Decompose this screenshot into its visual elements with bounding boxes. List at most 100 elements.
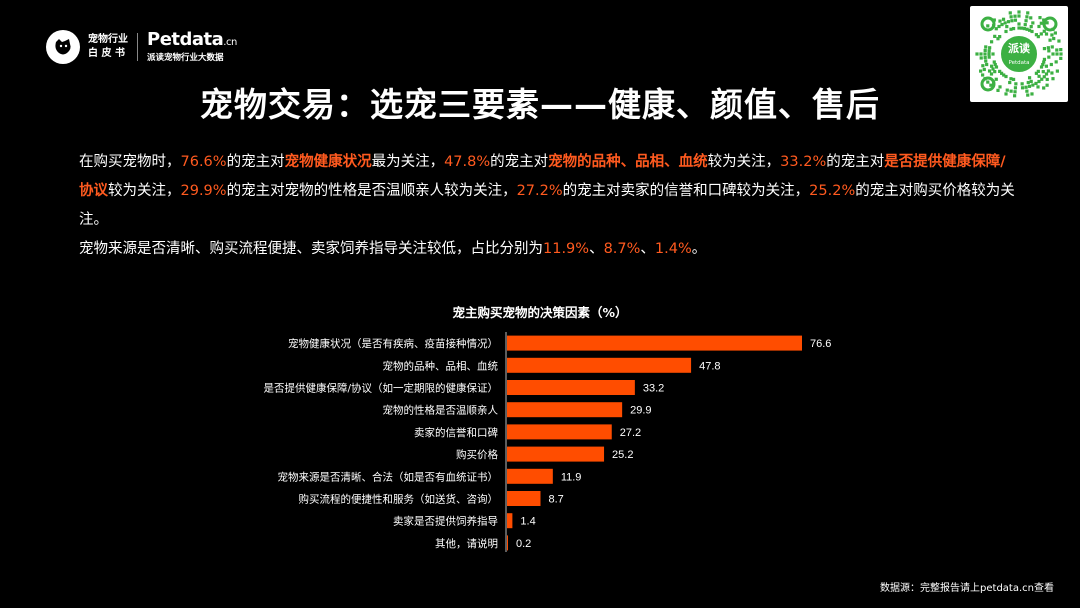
qr-dot [1017,22,1021,26]
brand-subtitle: 派读宠物行业大数据 [147,53,224,63]
qr-dot [1048,38,1052,42]
intro-text-segment: 的宠主对卖家的信誉和口碑较为关注， [562,183,810,199]
highlight-text: 76.6% [180,154,227,170]
qr-dot [986,24,990,28]
qr-dot [991,52,995,56]
qr-dot [1027,76,1032,80]
qr-dot [1029,79,1033,84]
qr-dot [1055,52,1059,56]
qr-dot [1042,60,1046,64]
qr-dot [1011,26,1016,31]
intro-paragraph-2: 宠物来源是否清晰、购买流程便捷、卖家饲养指导关注较低，占比分别为11.9%、8.… [79,235,1019,264]
qr-dot [1044,32,1049,36]
intro-text-segment: 、 [640,241,655,257]
qr-dot [989,40,994,44]
qr-dot [1029,24,1033,29]
dog-logo-icon [46,30,80,64]
qr-dot [1027,84,1032,88]
intro-text-segment: 的宠主对购买价格较为关注。 [79,183,1015,228]
qr-dot [1020,26,1024,30]
qr-finder [1042,16,1058,32]
qr-dot [1026,11,1030,15]
qr-dot [1059,52,1063,56]
qr-dot [998,35,1002,39]
data-label: 76.6 [810,338,831,350]
qr-dot [991,67,995,71]
qr-dot [1013,90,1017,94]
qr-dot [997,24,1001,29]
data-label: 11.9 [561,471,582,483]
qr-dot [1006,20,1011,24]
qr-dot [975,52,979,56]
category-label: 卖家的信誉和口碑 [414,426,498,439]
qr-dot [979,52,983,56]
bar [507,380,635,395]
brand-block: Petdata.cn 派读宠物行业大数据 [147,30,237,64]
intro-text-segment: 。 [691,241,707,257]
qr-dot [989,83,993,87]
highlight-text: 11.9% [543,241,590,257]
qr-dot [1000,22,1004,27]
qr-dot [1031,21,1035,25]
intro-text-segment: 的宠主对 [826,154,885,170]
qr-dot [1042,75,1046,79]
qr-dot [1020,86,1025,90]
intro-text: 在购买宠物时，76.6%的宠主对宠物健康状况最为关注，47.8%的宠主对宠物的品… [79,148,1019,264]
bar [507,402,623,418]
intro-text-segment: 、 [589,241,604,257]
qr-dot [1041,70,1045,74]
qr-dot [1031,83,1035,87]
qr-dot [1051,52,1055,56]
bar [507,424,612,440]
qr-dot [979,56,983,60]
page-title: 宠物交易：选宠三要素——健康、颜值、售后 [200,85,880,124]
category-label: 购买价格 [456,448,498,461]
qr-dot [983,52,987,56]
data-label: 47.8 [699,360,720,372]
qr-dot [983,48,987,53]
qr-dot [987,52,991,56]
intro-text-segment: 的宠主对 [490,154,549,170]
category-label: 购买流程的便捷性和服务（如送货、咨询） [299,493,499,506]
qr-dot [1013,18,1018,22]
qr-dot [1008,11,1012,15]
intro-text-segment: 较为关注， [108,183,181,199]
qr-dot [993,70,997,74]
qr-dot [1010,19,1014,23]
bar [507,357,692,373]
category-label: 卖家是否提供饲养指导 [393,515,498,528]
data-label: 27.2 [620,427,641,439]
qr-dot [1051,77,1055,81]
qr-pattern [975,10,1063,98]
qr-dot [1009,77,1013,81]
qr-dot [1008,80,1012,85]
logo-text: 宠物行业 白 皮 书 [88,33,128,61]
qr-dot [1042,29,1046,33]
qr-dot [1050,33,1054,37]
qr-dot [1039,21,1043,25]
brand-logo: 宠物行业 白 皮 书 Petdata.cn 派读宠物行业大数据 [46,30,237,64]
qr-dot [998,19,1002,23]
qr-center-title: 派读 [1008,42,1030,55]
logo-line1: 宠物行业 [88,34,128,45]
qr-dot [993,62,997,67]
qr-finder [980,76,996,92]
data-label: 1.4 [520,516,535,528]
category-label: 宠物的品种、品相、血统 [383,359,499,372]
qr-dot [1017,14,1021,18]
data-label: 29.9 [630,405,651,417]
qr-dot [1002,73,1006,77]
highlight-text: 27.2% [516,183,563,199]
bar [507,535,508,551]
qr-dot [982,67,986,72]
data-label: 8.7 [549,494,564,506]
qr-dot [1045,83,1049,87]
qr-dot [1059,48,1063,52]
qr-dot [1037,79,1041,84]
qr-dot [1044,64,1049,68]
bar [507,446,605,462]
brand-name: Petdata.cn [147,29,237,50]
qr-dot [1003,21,1007,25]
category-label: 宠物健康状况（是否有疾病、疫苗接种情况） [288,337,498,350]
intro-text-segment: 较为关注， [707,154,781,170]
